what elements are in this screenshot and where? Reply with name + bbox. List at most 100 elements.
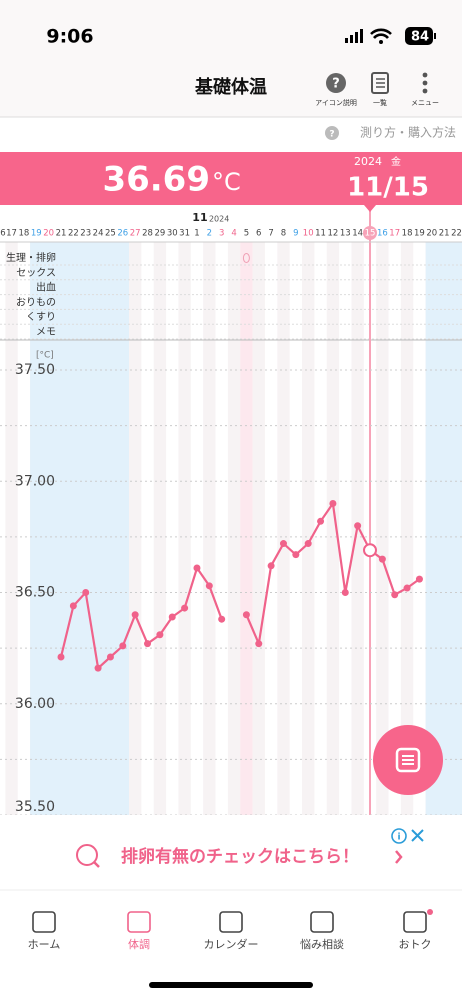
y-tick-label: 37.00 bbox=[15, 473, 55, 489]
row-label: おりもの bbox=[16, 296, 56, 308]
tab[interactable]: 悩み相談 bbox=[300, 911, 344, 951]
svg-text:?: ? bbox=[332, 77, 340, 92]
column-stripe bbox=[153, 242, 167, 815]
tab[interactable]: カレンダー bbox=[204, 911, 259, 951]
data-point bbox=[267, 562, 275, 570]
summary-year: 2024 bbox=[354, 155, 382, 168]
x-tick-label: 8 bbox=[281, 229, 286, 239]
column-stripe bbox=[277, 242, 290, 815]
month-label: 11 bbox=[192, 211, 207, 224]
data-point bbox=[378, 555, 386, 563]
home-indicator bbox=[149, 982, 313, 988]
x-tick-label: 26 bbox=[117, 229, 128, 239]
x-tick-label: 23 bbox=[80, 229, 91, 239]
column-stripe bbox=[400, 242, 414, 815]
date-row-bg bbox=[0, 205, 462, 242]
row-label: 生理・排卵 bbox=[6, 251, 56, 264]
x-tick-label: 24 bbox=[93, 229, 104, 239]
data-point bbox=[242, 611, 250, 619]
x-tick-label: 18 bbox=[402, 229, 413, 239]
data-point bbox=[119, 642, 127, 650]
x-tick-label: 6 bbox=[256, 229, 261, 239]
data-point bbox=[218, 615, 226, 623]
phase-band bbox=[30, 242, 129, 815]
icon-help[interactable]: ? bbox=[326, 73, 346, 93]
tab-icon bbox=[219, 911, 243, 933]
year-label: 2024 bbox=[209, 215, 229, 224]
banner-pointer bbox=[364, 205, 376, 212]
tab-label: カレンダー bbox=[204, 937, 259, 951]
data-point bbox=[279, 540, 287, 548]
ad-icons[interactable]: i bbox=[391, 828, 424, 844]
tab[interactable]: おトク bbox=[399, 911, 432, 951]
svg-text:i: i bbox=[397, 833, 400, 843]
column-stripe bbox=[128, 242, 142, 815]
x-tick-label: 31 bbox=[179, 229, 190, 239]
data-point bbox=[57, 653, 65, 661]
x-tick-label: 7 bbox=[268, 229, 273, 239]
x-tick-label: 14 bbox=[352, 229, 363, 239]
icon-label: アイコン説明 bbox=[315, 98, 357, 107]
row-label: くすり bbox=[26, 311, 56, 323]
data-point bbox=[391, 591, 399, 599]
page-title: 基礎体温 bbox=[194, 76, 267, 98]
x-tick-label: 11 bbox=[315, 229, 326, 239]
x-tick-label: 25 bbox=[105, 229, 116, 239]
phase-band bbox=[425, 242, 462, 815]
row-label: 出血 bbox=[36, 281, 56, 294]
tab-label: おトク bbox=[399, 938, 432, 951]
tab-icon bbox=[32, 911, 56, 933]
tab-label: 悩み相談 bbox=[300, 937, 344, 951]
row-label: セックス bbox=[16, 267, 56, 279]
tab-label: ホーム bbox=[28, 938, 61, 951]
x-tick-label: 22 bbox=[451, 229, 462, 239]
data-point bbox=[131, 611, 139, 619]
data-point bbox=[354, 522, 362, 530]
data-point bbox=[255, 640, 263, 648]
x-tick-label: 21 bbox=[439, 229, 450, 239]
ad-text[interactable]: 排卵有無のチェックはこちら！ bbox=[121, 846, 359, 867]
data-point bbox=[156, 631, 164, 639]
data-point bbox=[329, 500, 337, 507]
tab[interactable]: ホーム bbox=[28, 911, 61, 951]
summary-temperature: 36.69 bbox=[102, 160, 210, 200]
x-tick-label: 5 bbox=[244, 229, 249, 239]
y-unit: [°C] bbox=[36, 351, 54, 361]
x-tick-label: 15 bbox=[365, 229, 376, 239]
icon-list[interactable] bbox=[371, 72, 389, 94]
column-stripe bbox=[5, 242, 18, 815]
x-tick-label: 13 bbox=[340, 229, 351, 239]
data-point bbox=[106, 653, 114, 661]
summary-banner bbox=[0, 152, 462, 205]
x-tick-label: 28 bbox=[142, 229, 153, 239]
x-tick-label: 6 bbox=[0, 229, 5, 239]
x-tick-label: 20 bbox=[43, 229, 54, 239]
icon-label: 一覧 bbox=[373, 98, 387, 107]
x-tick-label: 22 bbox=[68, 229, 79, 239]
selected-date-bg bbox=[363, 226, 377, 240]
data-point bbox=[317, 517, 325, 525]
x-tick-label: 30 bbox=[167, 229, 178, 239]
y-tick-label: 35.50 bbox=[15, 799, 55, 815]
tab[interactable]: 体調 bbox=[127, 911, 151, 951]
icon-menu[interactable] bbox=[422, 72, 428, 94]
header-bg bbox=[0, 0, 462, 117]
tab-icon bbox=[127, 911, 151, 933]
data-point bbox=[341, 589, 349, 596]
status-icons bbox=[345, 27, 436, 45]
y-tick-label: 36.00 bbox=[15, 696, 55, 712]
x-tick-label: 3 bbox=[219, 229, 224, 239]
help-link[interactable]: 測り方・購入方法 bbox=[360, 125, 456, 140]
x-tick-label: 17 bbox=[389, 229, 400, 239]
tab-icon bbox=[310, 911, 334, 933]
data-point bbox=[363, 543, 377, 558]
x-tick-label: 27 bbox=[130, 229, 141, 239]
data-point bbox=[82, 589, 90, 596]
fab[interactable] bbox=[373, 725, 443, 795]
x-tick-label: 10 bbox=[303, 229, 314, 239]
notification-dot bbox=[427, 909, 433, 915]
x-tick-label: 18 bbox=[19, 229, 30, 239]
